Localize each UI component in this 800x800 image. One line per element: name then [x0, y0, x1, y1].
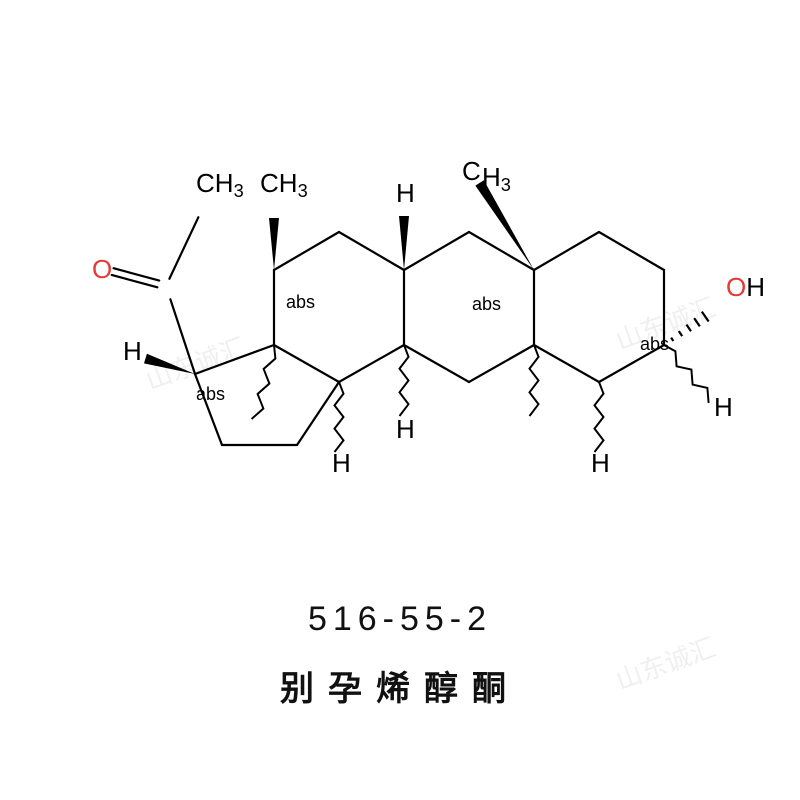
bond-single: [534, 232, 599, 270]
atom-label: O: [92, 254, 112, 284]
atom-label: CH3: [260, 168, 308, 201]
bond-single: [469, 345, 534, 382]
compound-name: 别孕烯醇酮: [280, 670, 520, 708]
bond-single: [169, 217, 198, 278]
bond-wedge-solid: [399, 216, 409, 270]
bond-single: [274, 345, 339, 382]
bond-single: [534, 345, 599, 382]
bond-zigzag: [530, 345, 539, 416]
atom-label: C: [462, 156, 481, 186]
bond-single: [274, 232, 339, 270]
bond-zigzag: [595, 382, 604, 452]
chemical-structure-figure: 山东诚汇山东诚汇山东诚汇OOHCH3CH3CH3HHHHHHabsabsabsa…: [0, 0, 800, 800]
cas-number: 516-55-2: [308, 600, 492, 638]
bond-wedge-solid: [269, 218, 279, 270]
atom-label: abs: [196, 384, 225, 404]
bond-single: [469, 232, 534, 270]
bond-zigzag: [664, 345, 709, 403]
bond-zigzag: [335, 382, 344, 452]
atom-label: H: [714, 392, 733, 422]
atom-label: H3: [482, 162, 511, 195]
atom-label: abs: [472, 294, 501, 314]
atom-label: H: [332, 448, 351, 478]
bond-wedge-hash: [671, 338, 673, 341]
atom-label: H: [396, 178, 415, 208]
bond-single: [339, 232, 404, 270]
bond-zigzag: [400, 345, 409, 416]
bond-single: [112, 275, 158, 287]
bond-single: [297, 382, 339, 445]
bond-single: [114, 268, 160, 280]
atom-label: CH3: [196, 168, 244, 201]
bond-single: [339, 345, 404, 382]
atom-label: H: [591, 448, 610, 478]
bond-single: [404, 345, 469, 382]
bond-single: [404, 232, 469, 270]
atom-label: OH: [726, 272, 765, 302]
watermark-text: 山东诚汇: [612, 632, 720, 696]
bond-single: [599, 232, 664, 270]
atom-label: abs: [640, 334, 669, 354]
atom-label: H: [123, 336, 142, 366]
atom-label: abs: [286, 292, 315, 312]
atom-label: H: [396, 414, 415, 444]
bond-zigzag: [252, 345, 276, 419]
